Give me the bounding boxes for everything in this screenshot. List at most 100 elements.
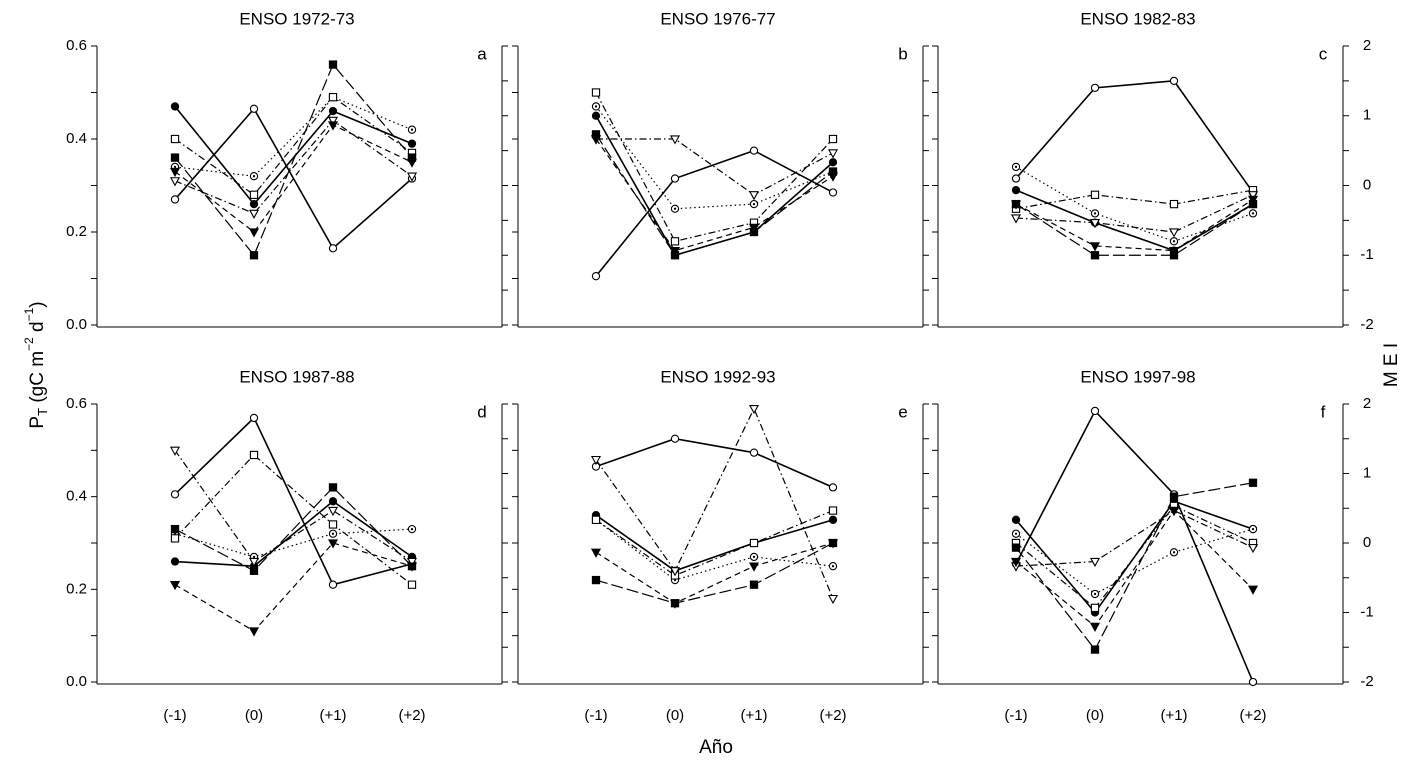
marker [591, 88, 601, 97]
marker [591, 102, 601, 111]
marker [1169, 237, 1179, 246]
x-tick-label: (0) [1086, 707, 1104, 724]
marker [328, 529, 338, 538]
marker [170, 557, 180, 566]
y-tick-label: 0.6 [66, 395, 87, 412]
panel-label: a [477, 44, 487, 63]
marker [170, 524, 180, 534]
marker [591, 111, 601, 120]
marker [328, 483, 338, 492]
marker [828, 158, 838, 167]
series-line [1015, 528, 1254, 595]
series-line [174, 449, 413, 563]
marker [328, 106, 338, 116]
marker [828, 562, 838, 571]
series-line [1015, 509, 1254, 628]
marker [1090, 603, 1100, 613]
marker [170, 102, 180, 111]
marker [749, 199, 759, 209]
series-line [595, 514, 834, 572]
marker [749, 580, 759, 589]
marker [1169, 76, 1179, 86]
marker [1090, 589, 1100, 599]
panel-label: b [898, 44, 907, 63]
y2-tick-label: 0 [1363, 176, 1371, 193]
marker [669, 135, 681, 145]
x-tick-label: (-1) [584, 707, 607, 724]
marker [249, 413, 259, 423]
series-line [1015, 409, 1254, 683]
y2-tick-label: 2 [1363, 37, 1371, 54]
marker [248, 209, 260, 219]
x-tick-label: (-1) [1004, 707, 1027, 724]
panel-label: f [1321, 402, 1326, 421]
marker [1247, 543, 1259, 554]
marker [169, 167, 181, 178]
y2-tick-label: -1 [1360, 246, 1373, 263]
marker [1090, 645, 1100, 654]
marker [669, 246, 681, 257]
marker [748, 404, 760, 415]
x-tick-label: (-1) [163, 707, 186, 724]
marker [328, 244, 338, 253]
marker [407, 524, 417, 534]
y-label-part: (gC m [27, 351, 48, 408]
series-line [595, 138, 834, 252]
marker [249, 104, 259, 113]
marker [1090, 83, 1100, 92]
marker [328, 580, 338, 589]
marker [828, 134, 838, 144]
series-line [1015, 203, 1254, 256]
series-line [174, 105, 413, 206]
marker [670, 174, 680, 183]
marker [749, 146, 759, 155]
series-line [1015, 500, 1254, 614]
y-label-part: P [27, 416, 48, 429]
marker [590, 548, 602, 558]
marker [670, 434, 680, 443]
x-tick-label: (+1) [1160, 707, 1187, 724]
marker [1010, 557, 1022, 568]
series-line [174, 500, 413, 567]
marker [748, 223, 760, 233]
y2-tick-label: 1 [1363, 107, 1371, 124]
marker [170, 134, 180, 144]
marker [749, 552, 759, 562]
marker [407, 125, 417, 134]
marker [1248, 524, 1258, 534]
marker [1089, 242, 1101, 252]
marker [1168, 246, 1180, 257]
marker [827, 149, 839, 159]
y-label-sup: −2 [22, 337, 36, 351]
y-tick-label: 0.4 [66, 488, 87, 505]
y2-tick-label: 0 [1363, 534, 1371, 551]
marker [591, 575, 601, 585]
panel: ENSO 1987-88 d 0.0 0.2 0.4 0.6 (-1) (0) (+1) (+2) [66, 367, 508, 724]
marker [748, 562, 760, 572]
x-tick-label: (+1) [319, 707, 346, 724]
marker [1247, 585, 1259, 595]
marker [827, 539, 839, 549]
marker [170, 153, 180, 162]
series-line [1015, 482, 1254, 651]
marker [407, 580, 417, 589]
y-tick-label: 0.6 [66, 37, 87, 54]
marker [1011, 515, 1021, 524]
series-line [1015, 189, 1254, 210]
x-tick-label: (+2) [819, 707, 846, 724]
marker [170, 490, 180, 499]
marker [249, 251, 259, 260]
x-tick-label: (+1) [740, 707, 767, 724]
panel: ENSO 1976-77 b [512, 9, 929, 328]
y-tick-label: 0.4 [66, 130, 87, 147]
marker [327, 506, 339, 517]
panel-title: ENSO 1987-88 [239, 367, 354, 386]
y2-axis-label: M E I [1381, 343, 1402, 387]
marker [328, 93, 338, 102]
marker [1089, 219, 1101, 229]
marker [1169, 199, 1179, 209]
series-line [174, 96, 413, 196]
marker [828, 188, 838, 197]
